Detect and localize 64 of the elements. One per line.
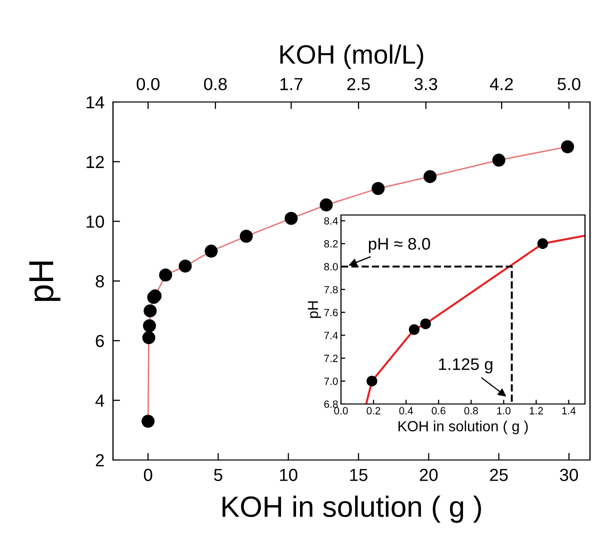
x-tick-label: 1.0 <box>497 407 510 414</box>
x2-tick-label: 1.7 <box>280 78 302 90</box>
line-series <box>365 234 585 404</box>
annotation: 1.125 g <box>439 358 492 374</box>
point <box>142 319 156 332</box>
y-axis-title: pH <box>29 262 60 301</box>
x-tick-label: 5 <box>214 468 222 482</box>
point <box>420 318 431 330</box>
y-tick-label: 12 <box>86 156 104 168</box>
y-tick-label: 7.6 <box>324 308 338 316</box>
y-tick-label: 7.2 <box>324 354 338 362</box>
x-tick-label: 0.8 <box>464 407 478 414</box>
point <box>372 182 385 196</box>
x2-tick-label: 4.2 <box>490 78 513 90</box>
point <box>240 230 253 243</box>
x-tick-label: 0.0 <box>334 407 348 414</box>
y-tick-label: 8.2 <box>324 240 338 248</box>
x-tick-label: 15 <box>350 468 368 482</box>
y-tick-label: 10 <box>86 216 104 228</box>
x-axis-title: KOH in solution ( g ) <box>222 496 481 523</box>
y-tick-label: 8.0 <box>324 263 338 270</box>
y-tick-label: 7.8 <box>324 286 338 294</box>
x2-tick-label: 3.3 <box>414 78 438 90</box>
x-tick-label: 25 <box>490 468 508 482</box>
point <box>561 140 574 154</box>
point <box>320 198 333 212</box>
y-tick-label: 6 <box>96 334 104 348</box>
x-tick-label: 0.4 <box>399 407 414 414</box>
point <box>178 260 192 273</box>
x2-tick-label: 2.5 <box>347 78 370 90</box>
y-tick-label: 8.4 <box>324 217 338 225</box>
x2-tick-label: 0.8 <box>204 78 227 90</box>
point <box>492 154 506 167</box>
y-tick-label: 6.8 <box>324 400 338 408</box>
annotation: pH ≈ 8.0 <box>368 238 430 253</box>
point <box>424 170 437 184</box>
y-tick-label: 7.4 <box>324 332 338 340</box>
point <box>366 376 378 386</box>
point <box>142 331 156 344</box>
x-tick-label: 0.6 <box>432 407 446 414</box>
y-tick-label: 7.0 <box>324 378 338 385</box>
x2-tick-label: 0.0 <box>136 78 160 90</box>
x-tick-label: 1.2 <box>530 407 543 414</box>
x-tick-label: 1.4 <box>562 407 576 414</box>
x-tick-label: 0 <box>144 468 152 482</box>
x-tick-label: 0.2 <box>366 407 380 414</box>
y-tick-label: 4 <box>95 394 104 407</box>
point <box>159 268 172 282</box>
x-tick-label: 30 <box>560 468 578 482</box>
x-tick-label: 10 <box>280 468 298 482</box>
point <box>537 238 548 249</box>
x2-axis-title: KOH (mol/L) <box>280 44 424 70</box>
y-tick-label: 8 <box>96 275 104 288</box>
y-axis-title: pH <box>308 301 321 318</box>
x2-tick-label: 5.0 <box>558 78 580 90</box>
y-tick-label: 2 <box>96 454 104 466</box>
point <box>144 304 157 318</box>
point <box>284 212 298 225</box>
x-axis-title: KOH in solution ( g ) <box>398 420 528 434</box>
point <box>142 414 155 428</box>
x-tick-label: 20 <box>420 468 438 482</box>
point <box>204 244 218 258</box>
point <box>408 324 420 335</box>
y-tick-label: 14 <box>86 96 104 108</box>
